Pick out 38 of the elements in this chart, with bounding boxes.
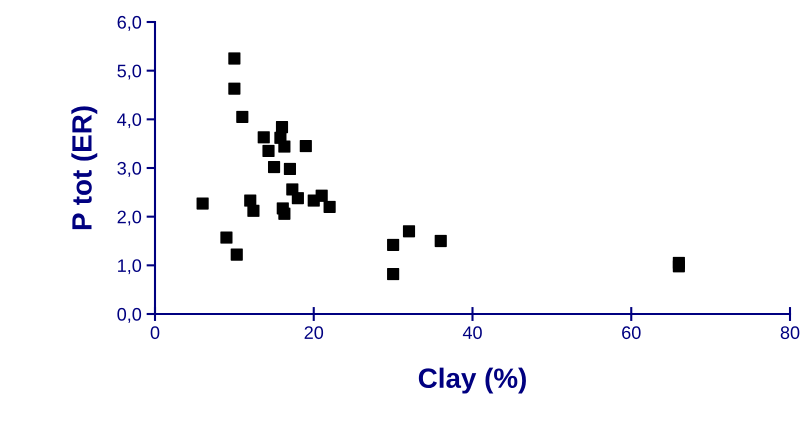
point <box>230 248 243 261</box>
y-tick-label: 5,0 <box>117 64 142 80</box>
x-tick-label: 60 <box>622 326 641 340</box>
y-tick-label: 3,0 <box>117 162 142 177</box>
point <box>228 82 240 95</box>
y-tick-label: 1,0 <box>118 259 142 274</box>
point <box>387 268 400 280</box>
x-tick-label: 20 <box>304 326 324 340</box>
point <box>387 238 400 251</box>
point <box>247 204 260 217</box>
x-tick-label: 0 <box>150 326 160 340</box>
point <box>220 232 233 244</box>
point <box>196 197 209 210</box>
point <box>672 260 685 272</box>
point <box>228 52 240 65</box>
point <box>278 140 290 153</box>
point <box>236 110 248 123</box>
y-tick-label: 0,0 <box>117 308 142 323</box>
y-tick-label: 4,0 <box>117 113 142 128</box>
point <box>316 190 328 202</box>
point <box>292 192 304 204</box>
point <box>284 162 296 176</box>
y-tick-label: 2,0 <box>118 210 142 226</box>
point <box>262 144 275 158</box>
point <box>258 131 270 144</box>
x-tick-label: 80 <box>780 326 800 340</box>
x-tick-label: 40 <box>462 326 482 340</box>
point <box>402 225 416 238</box>
x-axis-title: Clay (%) <box>418 368 526 394</box>
y-axis-title: P tot (ER) <box>71 106 98 230</box>
point <box>244 194 256 207</box>
point <box>300 140 312 152</box>
point <box>324 200 336 214</box>
y-tick-label: 6,0 <box>118 16 142 31</box>
point <box>278 208 290 220</box>
point <box>434 234 447 248</box>
point <box>276 121 288 134</box>
point <box>268 160 280 174</box>
